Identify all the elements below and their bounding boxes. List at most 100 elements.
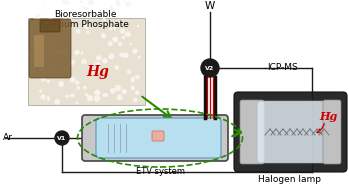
Circle shape — [95, 90, 100, 95]
Circle shape — [116, 1, 120, 5]
Circle shape — [110, 28, 111, 30]
Circle shape — [121, 97, 122, 98]
Circle shape — [57, 13, 58, 15]
Circle shape — [64, 16, 67, 19]
Circle shape — [55, 100, 59, 104]
FancyBboxPatch shape — [240, 100, 264, 164]
Circle shape — [63, 49, 67, 53]
Circle shape — [66, 68, 67, 70]
Circle shape — [30, 26, 32, 28]
Circle shape — [96, 69, 100, 72]
Circle shape — [142, 96, 144, 99]
Circle shape — [60, 51, 62, 53]
Text: Hg: Hg — [87, 65, 110, 79]
Circle shape — [113, 26, 116, 29]
Circle shape — [120, 53, 124, 56]
Circle shape — [130, 43, 132, 44]
Text: V1: V1 — [57, 136, 67, 140]
Circle shape — [75, 50, 79, 54]
Circle shape — [42, 77, 45, 81]
Circle shape — [70, 60, 74, 64]
Circle shape — [77, 87, 80, 89]
Circle shape — [120, 29, 125, 33]
Circle shape — [35, 40, 38, 43]
Circle shape — [59, 82, 63, 86]
Circle shape — [105, 94, 107, 96]
Circle shape — [89, 0, 93, 4]
Text: V2: V2 — [205, 66, 215, 70]
Circle shape — [31, 42, 35, 46]
Circle shape — [111, 89, 115, 93]
Circle shape — [119, 43, 121, 45]
Circle shape — [63, 1, 65, 2]
Circle shape — [119, 21, 121, 23]
Circle shape — [49, 18, 52, 21]
Circle shape — [84, 86, 86, 89]
Circle shape — [84, 24, 89, 28]
Circle shape — [136, 75, 139, 79]
FancyBboxPatch shape — [40, 20, 60, 32]
Circle shape — [40, 90, 41, 92]
Circle shape — [89, 65, 92, 69]
Circle shape — [47, 80, 49, 82]
Circle shape — [124, 0, 126, 1]
FancyBboxPatch shape — [234, 92, 347, 172]
Circle shape — [122, 90, 125, 92]
Text: Hg: Hg — [319, 111, 337, 122]
Circle shape — [104, 19, 105, 20]
Circle shape — [95, 62, 100, 67]
Circle shape — [113, 37, 117, 42]
Circle shape — [126, 2, 130, 6]
Circle shape — [82, 60, 86, 64]
Circle shape — [122, 36, 125, 38]
Text: Ar: Ar — [3, 133, 13, 143]
Circle shape — [97, 56, 101, 60]
Circle shape — [201, 59, 219, 77]
FancyBboxPatch shape — [96, 118, 221, 158]
Circle shape — [83, 7, 84, 9]
Circle shape — [136, 91, 139, 94]
Circle shape — [133, 49, 137, 53]
Circle shape — [126, 32, 130, 36]
Circle shape — [131, 86, 134, 90]
Circle shape — [55, 28, 57, 29]
FancyBboxPatch shape — [82, 115, 228, 161]
Circle shape — [43, 0, 44, 1]
FancyBboxPatch shape — [257, 101, 334, 163]
Circle shape — [82, 52, 83, 53]
Text: Halogen lamp: Halogen lamp — [259, 176, 321, 184]
Text: ICP-MS: ICP-MS — [267, 64, 298, 73]
Text: Bioresorbable
Calcium Phosphate: Bioresorbable Calcium Phosphate — [42, 10, 128, 29]
Circle shape — [70, 77, 75, 82]
Circle shape — [109, 54, 113, 59]
Circle shape — [134, 98, 137, 102]
Circle shape — [95, 96, 99, 101]
Circle shape — [104, 10, 107, 13]
Circle shape — [66, 95, 68, 97]
Circle shape — [90, 69, 94, 73]
FancyBboxPatch shape — [152, 131, 164, 141]
Circle shape — [37, 13, 40, 16]
Circle shape — [88, 11, 92, 15]
Circle shape — [103, 94, 106, 96]
Circle shape — [118, 6, 119, 7]
FancyBboxPatch shape — [323, 100, 341, 164]
Circle shape — [39, 68, 43, 71]
Circle shape — [47, 98, 50, 100]
Circle shape — [51, 48, 53, 50]
Circle shape — [118, 95, 122, 99]
Circle shape — [139, 56, 140, 58]
Circle shape — [124, 53, 128, 58]
Circle shape — [103, 60, 106, 63]
Circle shape — [55, 10, 58, 13]
Circle shape — [87, 31, 89, 33]
Circle shape — [110, 7, 112, 8]
Circle shape — [70, 95, 72, 97]
Circle shape — [92, 65, 94, 67]
Circle shape — [69, 19, 72, 22]
Circle shape — [131, 77, 134, 80]
Circle shape — [76, 102, 77, 104]
Circle shape — [31, 43, 35, 47]
Circle shape — [138, 25, 139, 26]
Circle shape — [115, 66, 119, 69]
